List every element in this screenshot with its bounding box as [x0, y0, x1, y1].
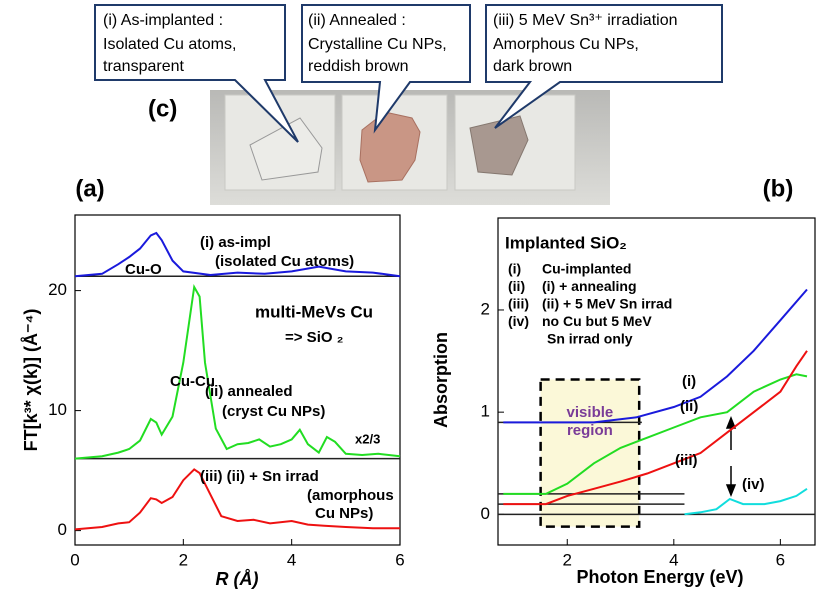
panel-label: (c): [148, 95, 177, 122]
callout-text: Isolated Cu atoms,: [103, 36, 236, 53]
legend-text: Sn irrad only: [547, 331, 633, 347]
legend-text: no Cu but 5 MeV: [542, 313, 652, 329]
panel-label: (a): [75, 175, 104, 202]
x-axis-label: R (Å): [216, 569, 259, 589]
callout-text: Amorphous Cu NPs,: [493, 36, 639, 53]
region-label: region: [567, 422, 613, 439]
annotation: (cryst Cu NPs): [222, 403, 325, 420]
annotation: (amorphous: [307, 487, 394, 504]
callout-text: (i) As-implanted :: [103, 12, 223, 29]
figure: (i) As-implanted : Isolated Cu atoms, tr…: [0, 0, 818, 598]
annotation: (ii) annealed: [205, 383, 293, 400]
annotation: (isolated Cu atoms): [215, 253, 354, 270]
legend-key: (iv): [508, 313, 529, 329]
callout-text: dark brown: [493, 58, 572, 75]
x-tick-label: 6: [776, 550, 785, 569]
legend-key: (ii): [508, 278, 525, 294]
legend-text: Cu-implanted: [542, 261, 631, 277]
arrow-head: [727, 485, 735, 495]
annotation: multi-MeVs Cu: [255, 302, 373, 321]
callout-text: reddish brown: [308, 58, 409, 75]
callout-text: transparent: [103, 58, 184, 75]
curve-label: (iv): [742, 476, 765, 493]
curve-label: (iii): [675, 452, 698, 469]
y-tick-label: 0: [481, 504, 490, 523]
callout-text: (ii) Annealed :: [308, 12, 406, 29]
annotation: x2/3: [355, 431, 380, 446]
annotation: (i) as-impl: [200, 234, 271, 251]
x-tick-label: 6: [395, 550, 404, 569]
y-tick-label: 0: [58, 520, 67, 539]
region-label: visible: [567, 404, 614, 421]
y-tick-label: 10: [48, 400, 67, 419]
x-tick-label: 2: [563, 550, 572, 569]
x-tick-label: 2: [179, 550, 188, 569]
y-axis-label: FT[k³* χ(k)] (Å⁻⁴): [21, 309, 41, 452]
x-tick-label: 4: [287, 550, 296, 569]
curve-label: (ii): [680, 398, 698, 415]
annotation: Cu NPs): [315, 505, 373, 522]
legend-text: (ii) + 5 MeV Sn irrad: [542, 296, 672, 312]
y-tick-label: 1: [481, 402, 490, 421]
callout-text: Crystalline Cu NPs,: [308, 36, 447, 53]
legend-key: (i): [508, 261, 521, 277]
legend-text: (i) + annealing: [542, 278, 637, 294]
legend-key: (iii): [508, 296, 529, 312]
chart-title: Implanted SiO₂: [505, 233, 627, 252]
curve-label: (i): [682, 373, 696, 390]
panel-label: (b): [763, 175, 794, 202]
annotation: Cu-O: [125, 261, 162, 278]
y-axis-label: Absorption: [431, 332, 451, 428]
x-axis-label: Photon Energy (eV): [576, 567, 743, 587]
annotation: (iii) (ii) + Sn irrad: [200, 468, 319, 485]
y-tick-label: 2: [481, 299, 490, 318]
callout-text: (iii) 5 MeV Sn³⁺ irradiation: [493, 12, 678, 29]
y-tick-label: 20: [48, 280, 67, 299]
annotation: => SiO ₂: [285, 329, 343, 346]
x-tick-label: 0: [70, 550, 79, 569]
